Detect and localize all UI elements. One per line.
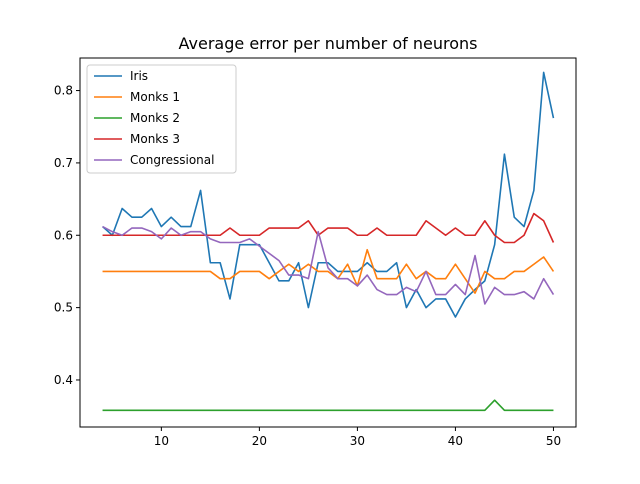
series-line-monks-2: [102, 399, 554, 412]
y-tick-label: 0.4: [54, 373, 73, 387]
axes-layer: 10 20 30 40 50 0.4 0.5 0.6 0.7 0.8: [54, 57, 577, 448]
series-layer: [102, 71, 555, 412]
y-tick-label: 0.7: [54, 156, 73, 170]
series-line-monks-3: [102, 212, 555, 244]
legend-label: Monks 3: [130, 132, 180, 146]
legend-label: Iris: [130, 69, 148, 83]
legend-label: Congressional: [130, 153, 214, 167]
x-tick-label: 10: [154, 434, 169, 448]
x-tick-label: 30: [350, 434, 365, 448]
legend-label: Monks 1: [130, 90, 180, 104]
legend-box: [86, 64, 237, 174]
series-line-monks-1: [102, 248, 555, 294]
x-tick-label: 20: [252, 434, 267, 448]
x-tick-label: 40: [448, 434, 463, 448]
y-tick-label: 0.8: [54, 84, 73, 98]
chart-title: Average error per number of neurons: [179, 34, 478, 53]
x-tick-label: 50: [546, 434, 561, 448]
y-tick-label: 0.6: [54, 228, 73, 242]
legend-label: Monks 2: [130, 111, 180, 125]
y-tick-label: 0.5: [54, 301, 73, 315]
series-line-congressional: [102, 225, 555, 305]
legend: Iris Monks 1 Monks 2 Monks 3 Congressional: [86, 64, 237, 174]
axes-frame: [79, 57, 577, 428]
